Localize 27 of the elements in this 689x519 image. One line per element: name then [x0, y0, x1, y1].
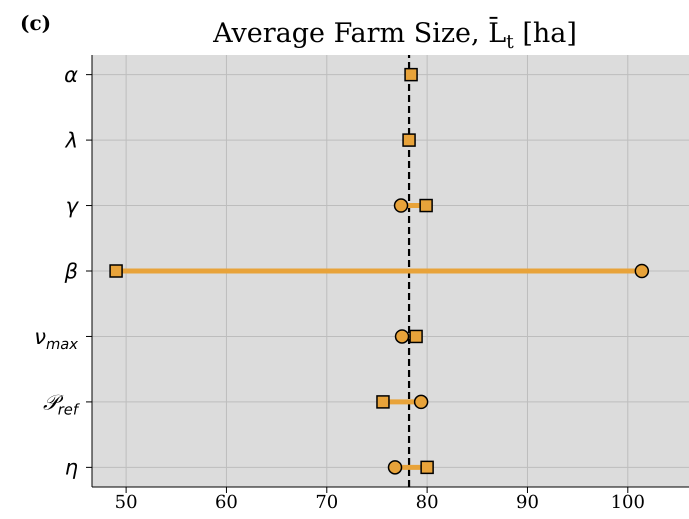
point — [409, 330, 423, 344]
y-tick-label: 𝒫$_{ref}$ — [42, 390, 81, 418]
x-tick-label: 100 — [610, 492, 645, 513]
point — [414, 394, 428, 410]
y-tick-label: β — [64, 259, 78, 284]
x-tick-label: 50 — [114, 492, 138, 513]
y-tick-label: η — [64, 456, 78, 480]
point — [420, 460, 434, 474]
point — [109, 264, 123, 278]
x-tick-label: 90 — [516, 492, 539, 513]
point — [388, 460, 402, 475]
y-tick-label: γ — [66, 194, 80, 218]
point — [376, 395, 390, 409]
chart-title: Average Farm Size, L̄$_{t}$ [ha] — [212, 16, 577, 53]
y-tick-label: λ — [64, 128, 78, 152]
text: (c) — [20, 11, 52, 35]
y-tick-label: α — [64, 62, 78, 87]
x-tick-label: 70 — [315, 492, 338, 513]
point — [402, 133, 416, 147]
point — [394, 198, 408, 213]
point — [634, 264, 650, 278]
y-tick-label: ν$_{max}$ — [34, 324, 78, 352]
point — [404, 68, 418, 82]
point — [394, 329, 410, 344]
x-tick-label: 80 — [416, 492, 439, 513]
point — [419, 198, 433, 212]
x-tick-label: 60 — [214, 492, 238, 513]
